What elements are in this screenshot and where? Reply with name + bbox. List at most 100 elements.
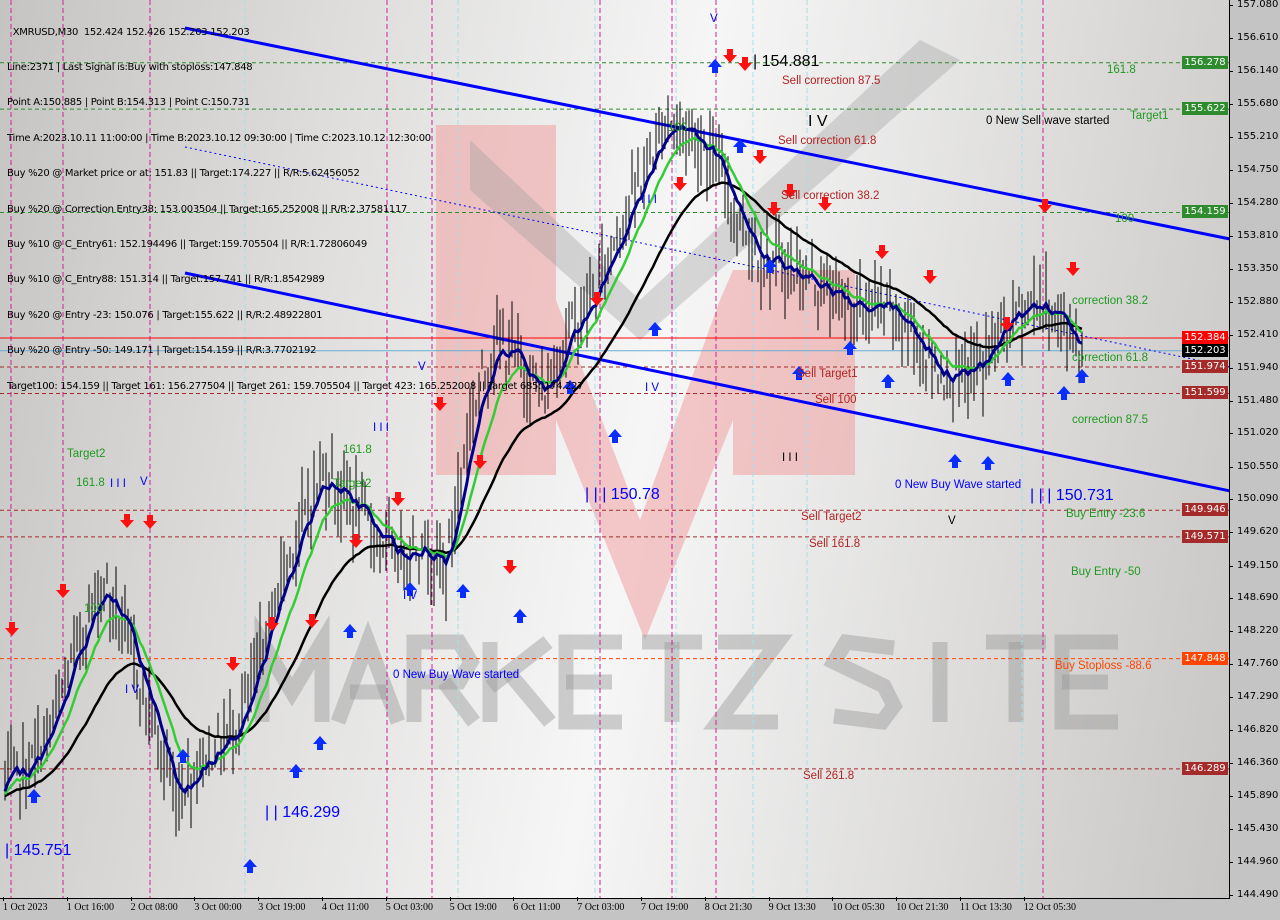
price-level-badge: 152.384	[1182, 330, 1228, 344]
buy-arrow-icon	[456, 584, 470, 598]
time-tick-label: 5 Oct 03:00	[385, 897, 434, 913]
sell-arrow-icon	[767, 202, 781, 216]
watermark-letter	[438, 677, 480, 727]
price-level-badge: 151.974	[1182, 359, 1228, 373]
price-tick-label: 145.890	[1228, 790, 1279, 802]
sell-arrow-icon	[875, 245, 889, 259]
watermark-letter	[703, 634, 793, 730]
wave-label: | | 146.299	[265, 804, 341, 821]
level-label: Sell 100	[815, 394, 857, 406]
buy-arrow-icon	[563, 380, 577, 394]
level-label: Sell 261.8	[803, 770, 855, 782]
level-label: Sell correction 38.2	[781, 190, 880, 202]
sell-arrow-icon	[391, 492, 405, 506]
level-label: correction 61.8	[1072, 352, 1149, 364]
level-label: 161.8	[76, 477, 105, 489]
time-tick-label: 8 Oct 21:30	[704, 897, 753, 913]
watermark-letter	[823, 633, 903, 730]
watermark-letter	[504, 669, 556, 727]
price-level-badge: 155.622	[1182, 102, 1228, 116]
sell-arrow-icon	[723, 49, 737, 63]
wave-label: | | | 150.731	[1030, 487, 1114, 504]
time-tick-label: 10 Oct 21:30	[896, 897, 949, 913]
buy-arrow-icon	[343, 624, 357, 638]
sell-arrow-icon	[738, 57, 752, 71]
buy-arrow-icon	[763, 259, 777, 273]
info-line-times: Time A:2023.10.11 11:00:00 | Time B:2023…	[7, 132, 431, 144]
buy-arrow-icon	[648, 322, 662, 336]
time-tick-label: 11 Oct 13:30	[960, 897, 1012, 913]
level-label: Sell 161.8	[809, 538, 861, 550]
channel-lower-line	[184, 271, 1229, 493]
sell-arrow-icon	[56, 584, 70, 598]
price-level-badge: 154.159	[1182, 205, 1228, 219]
time-tick-label: 1 Oct 16:00	[66, 897, 115, 913]
price-tick-label: 151.940	[1228, 362, 1279, 374]
buy-arrow-icon	[243, 859, 257, 873]
wave-label: I I I	[641, 194, 657, 206]
wave-status: 0 New Buy Wave started	[895, 479, 1022, 491]
info-line-buy-entry-23: Buy %20 @ Entry -23: 150.076 | Target:15…	[7, 309, 323, 321]
time-tick-label: 7 Oct 03:00	[577, 897, 625, 913]
price-tick-label: 149.150	[1228, 559, 1279, 571]
buy-arrow-icon	[1001, 372, 1015, 386]
sell-arrow-icon	[923, 270, 937, 284]
watermark-letter	[254, 614, 330, 722]
price-tick-label: 151.020	[1228, 427, 1279, 439]
wave-label: I I I	[373, 422, 389, 434]
channel-mid-line	[184, 146, 1229, 368]
sell-arrow-icon	[305, 614, 319, 628]
price-level-badge: 156.278	[1182, 55, 1228, 69]
price-tick-label: 144.490	[1228, 889, 1279, 900]
buy-arrow-icon	[881, 374, 895, 388]
watermark-letter	[406, 634, 480, 722]
buy-arrow-icon	[289, 764, 303, 778]
level-label: 100	[84, 603, 104, 615]
time-tick-label: 7 Oct 19:00	[641, 897, 689, 913]
sell-arrow-icon	[349, 534, 363, 548]
sell-arrow-icon	[433, 397, 447, 411]
wave-label: I I I	[782, 452, 798, 464]
price-tick-label: 147.290	[1228, 691, 1279, 703]
time-tick-label: 1 Oct 2023	[3, 897, 48, 913]
level-label: correction 87.5	[1072, 414, 1149, 426]
time-tick-label: 6 Oct 11:00	[513, 897, 561, 913]
wave-label: I V	[808, 113, 828, 130]
price-tick-label: 156.610	[1228, 32, 1279, 44]
price-tick-label: 153.350	[1228, 262, 1279, 274]
sell-arrow-icon	[265, 617, 279, 631]
price-tick-label: 155.680	[1228, 97, 1279, 109]
wave-label: I V	[645, 382, 660, 394]
level-label: Sell Target2	[801, 511, 862, 523]
sell-arrow-icon	[783, 184, 797, 198]
time-tick-label: 3 Oct 19:00	[258, 897, 306, 913]
price-tick-label: 157.080	[1228, 0, 1279, 10]
info-line-buy-entry-50: Buy %20 @ Entry -50: 149.171 | Target:15…	[7, 345, 317, 357]
signal-info-panel: XMRUSD,M30 152.424 152.426 152.203 152.2…	[7, 3, 584, 404]
wave-label: | | | 150.78	[585, 486, 660, 503]
level-label: Target2	[333, 478, 372, 490]
time-tick-label: 2 Oct 08:00	[130, 897, 178, 913]
price-tick-label: 150.090	[1228, 493, 1279, 505]
level-label: Sell correction 87.5	[782, 75, 881, 87]
price-tick-label: 154.280	[1228, 196, 1279, 208]
sell-arrow-icon	[1066, 262, 1080, 276]
price-tick-label: 146.820	[1228, 724, 1279, 736]
sell-arrow-icon	[226, 657, 240, 671]
info-line-buy-entry88: Buy %10 @ C_Entry88: 151.314 || Target:1…	[7, 274, 325, 286]
fast-moving-average	[3, 125, 1083, 795]
buy-arrow-icon	[792, 366, 806, 380]
wave-label: I V	[125, 684, 140, 696]
price-tick-label: 152.880	[1228, 295, 1279, 307]
level-label: 100	[1115, 213, 1135, 225]
info-line-signal: Line:2371 | Last Signal is:Buy with stop…	[7, 61, 253, 73]
buy-arrow-icon	[1075, 369, 1089, 383]
price-tick-label: 145.430	[1228, 822, 1279, 834]
buy-arrow-icon	[176, 749, 190, 763]
info-line-buy-market: Buy %20 @ Market price or at: 151.83 || …	[7, 168, 360, 180]
level-label: 100	[668, 122, 688, 134]
price-level-badge: 146.289	[1182, 761, 1228, 775]
watermark-letter	[1054, 634, 1118, 730]
price-chart[interactable]	[0, 0, 1229, 898]
info-line-targets: Target100: 154.159 || Target 161: 156.27…	[7, 380, 584, 392]
